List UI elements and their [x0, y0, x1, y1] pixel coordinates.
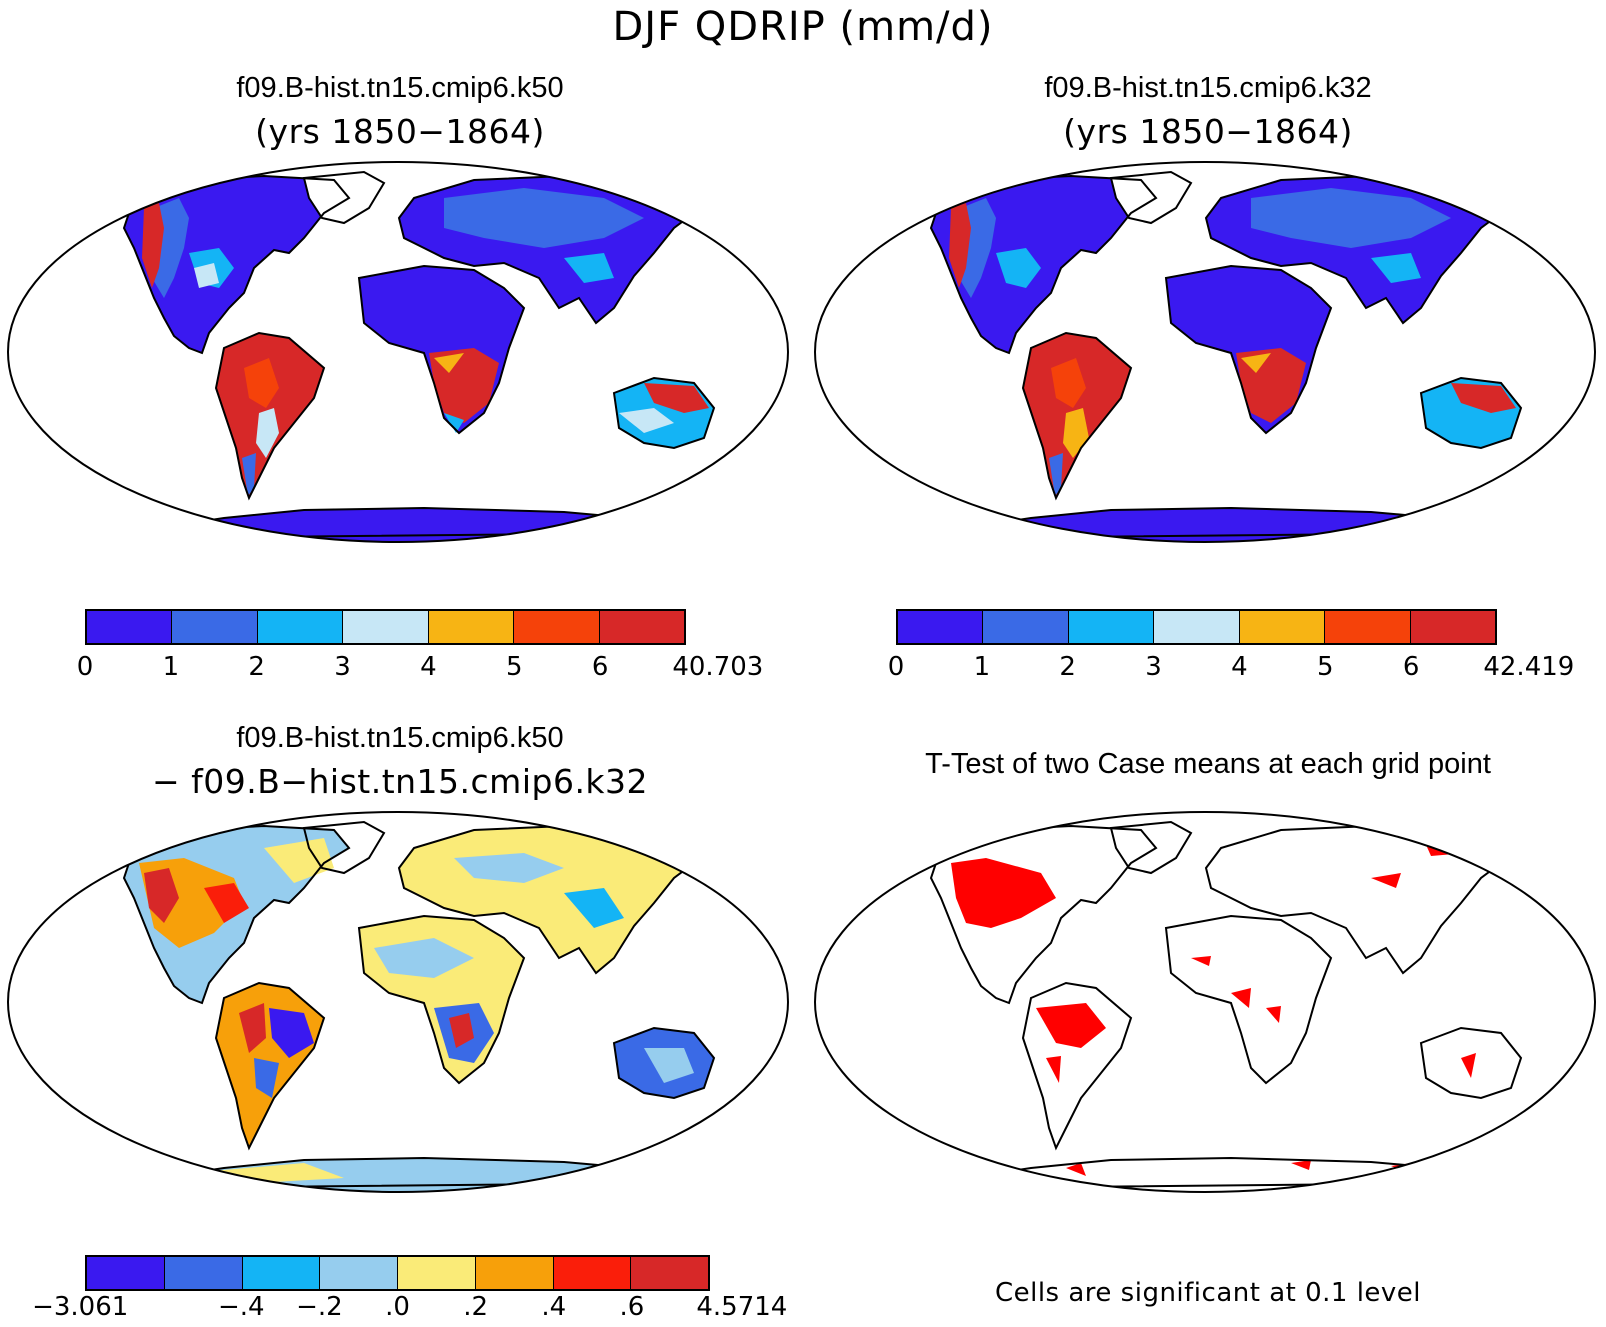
colorbar-tl-swatch-0 — [87, 611, 173, 643]
significance-cells — [951, 836, 1476, 1176]
colorbar-tl-label-6: 6 — [591, 652, 609, 682]
colorbar-bl-label-0: −3.061 — [32, 1292, 129, 1322]
colorbar-bl-label-4: .0 — [385, 1292, 410, 1322]
colorbar-bl-swatch-3 — [320, 1257, 398, 1289]
colorbar-bl-label-5: .2 — [463, 1292, 489, 1322]
colorbar-bl-label-8: 4.5714 — [696, 1292, 788, 1322]
map-tl — [7, 161, 789, 543]
colorbar-tl-swatch-2 — [257, 611, 344, 643]
colorbar-tr-swatch-2 — [1068, 611, 1155, 643]
colorbar-tl-swatch-5 — [514, 611, 600, 643]
panel-tl-title: f09.B-hist.tn15.cmip6.k50 — [236, 72, 564, 104]
colorbar-tl-swatch-1 — [172, 611, 258, 643]
panel-br-title: T-Test of two Case means at each grid po… — [925, 748, 1491, 780]
colorbar-tr-swatch-4 — [1239, 611, 1326, 643]
panel-bl-title: f09.B-hist.tn15.cmip6.k50 — [236, 722, 564, 754]
colorbar-tl-swatch-6 — [599, 611, 684, 643]
figure-title: DJF QDRIP (mm/d) — [612, 4, 994, 50]
colorbar-tr-swatch-5 — [1325, 611, 1411, 643]
colorbar-tl-label-3: 3 — [334, 652, 351, 682]
colorbar-tl-swatch-3 — [343, 611, 429, 643]
colorbar-tr-label-6: 6 — [1402, 652, 1420, 682]
colorbar-bl-swatch-6 — [553, 1257, 632, 1289]
colorbar-tr — [896, 609, 1497, 645]
map-bl — [7, 811, 789, 1193]
colorbar-tl-label-5: 5 — [506, 652, 523, 682]
panel-bl-subtitle: − f09.B−hist.tn15.cmip6.k32 — [151, 762, 649, 801]
colorbar-tr-label-2: 2 — [1059, 652, 1076, 682]
significance-note: Cells are significant at 0.1 level — [994, 1278, 1422, 1308]
colorbar-bl-label-2: −.4 — [217, 1292, 265, 1322]
colorbar-tl-swatch-4 — [428, 611, 515, 643]
colorbar-tl-label-0: 0 — [76, 652, 94, 682]
colorbar-bl-swatch-0 — [87, 1257, 165, 1289]
colorbar-bl-label-3: −.2 — [296, 1292, 343, 1322]
colorbar-tr-swatch-3 — [1154, 611, 1240, 643]
colorbar-tr-swatch-1 — [983, 611, 1069, 643]
panel-tr-subtitle: (yrs 1850−1864) — [1063, 112, 1353, 151]
colorbar-tl-label-2: 2 — [248, 652, 265, 682]
colorbar-bl-swatch-7 — [631, 1257, 708, 1289]
colorbar-tl-label-1: 1 — [162, 652, 180, 682]
colorbar-tr-swatch-6 — [1410, 611, 1495, 643]
colorbar-bl-label-6: .4 — [541, 1292, 567, 1322]
colorbar-tl-label-7: 40.703 — [672, 652, 764, 682]
colorbar-tr-label-3: 3 — [1145, 652, 1162, 682]
panel-tr-title: f09.B-hist.tn15.cmip6.k32 — [1044, 72, 1372, 104]
colorbar-tr-label-4: 4 — [1231, 652, 1248, 682]
colorbar-bl-swatch-2 — [242, 1257, 321, 1289]
map-tr — [814, 161, 1596, 543]
colorbar-tl-label-4: 4 — [420, 652, 437, 682]
colorbar-bl — [85, 1255, 710, 1291]
colorbar-tr-label-0: 0 — [887, 652, 905, 682]
colorbar-bl-swatch-1 — [164, 1257, 243, 1289]
colorbar-tr-label-1: 1 — [973, 652, 991, 682]
colorbar-bl-swatch-4 — [398, 1257, 476, 1289]
colorbar-tr-swatch-0 — [898, 611, 984, 643]
colorbar-tr-label-7: 42.419 — [1483, 652, 1575, 682]
colorbar-tr-label-5: 5 — [1317, 652, 1334, 682]
colorbar-bl-swatch-5 — [475, 1257, 554, 1289]
map-br — [814, 811, 1596, 1193]
colorbar-bl-label-7: .6 — [619, 1292, 645, 1322]
panel-tl-subtitle: (yrs 1850−1864) — [255, 112, 545, 151]
colorbar-tl — [85, 609, 686, 645]
